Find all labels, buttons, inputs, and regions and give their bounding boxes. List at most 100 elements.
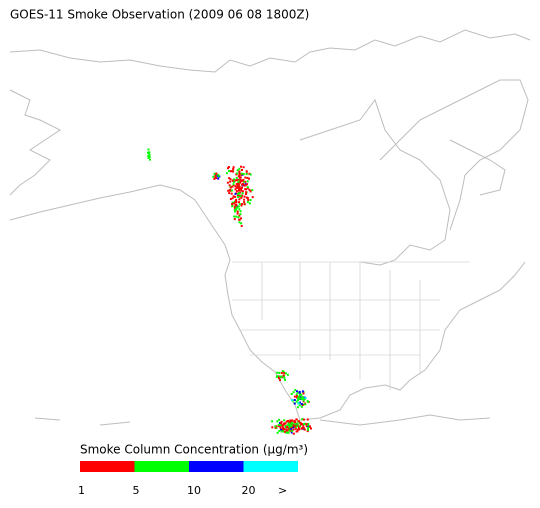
smoke-pixel (293, 402, 296, 405)
smoke-pixel (237, 181, 240, 184)
smoke-pixel (292, 426, 294, 429)
smoke-pixel (148, 153, 151, 156)
smoke-pixel (238, 170, 241, 173)
smoke-pixel (295, 396, 298, 399)
smoke-pixel (276, 420, 279, 423)
smoke-pixel (237, 178, 240, 181)
smoke-pixel (237, 196, 240, 198)
smoke-pixel (306, 427, 309, 430)
smoke-pixel (293, 419, 296, 422)
smoke-pixel (242, 182, 245, 185)
smoke-pixel (298, 420, 300, 423)
smoke-pixel (292, 391, 295, 394)
smoke-pixel (246, 180, 249, 183)
smoke-pixel (244, 176, 247, 179)
smoke-pixel (274, 425, 277, 428)
smoke-pixel (241, 169, 243, 171)
smoke-pixel (300, 403, 303, 405)
smoke-pixel (229, 198, 232, 200)
smoke-pixel (284, 424, 287, 427)
smoke-pixel (147, 154, 150, 157)
colorbar-label: 20 (242, 484, 256, 497)
smoke-pixel (246, 201, 249, 204)
smoke-pixel (279, 379, 281, 382)
smoke-pixel (240, 204, 243, 207)
smoke-pixel (231, 197, 234, 200)
smoke-pixel (301, 423, 303, 426)
smoke-pixel (236, 169, 239, 172)
smoke-pixel (282, 429, 284, 432)
smoke-pixel (295, 393, 298, 396)
smoke-pixel (288, 426, 291, 429)
smoke-pixel (232, 180, 235, 183)
smoke-pixel (231, 185, 234, 188)
smoke-pixel (245, 196, 248, 199)
smoke-pixel (234, 201, 237, 204)
smoke-pixel (244, 184, 247, 187)
smoke-pixel (248, 177, 250, 180)
smoke-pixel (227, 189, 230, 192)
smoke-pixel (230, 192, 233, 195)
smoke-pixel (238, 198, 241, 201)
smoke-pixel (307, 422, 310, 425)
smoke-pixel (251, 196, 254, 199)
colorbar-segment (134, 461, 189, 472)
coastline (9, 184, 231, 261)
smoke-pixel (290, 422, 293, 425)
smoke-pixel (299, 396, 302, 399)
smoke-pixel (304, 403, 307, 406)
smoke-pixel (275, 425, 278, 428)
smoke-pixel (217, 173, 220, 176)
coastline (299, 98, 451, 266)
smoke-pixel (238, 176, 241, 179)
coastline (9, 89, 61, 196)
smoke-pixel (278, 425, 280, 428)
smoke-pixel (246, 187, 249, 190)
smoke-pixel (280, 428, 283, 431)
smoke-pixel (298, 404, 301, 407)
smoke-pixel (235, 215, 238, 218)
smoke-pixel (233, 215, 236, 218)
smoke-pixel (302, 399, 305, 402)
smoke-pixel (245, 191, 248, 194)
smoke-pixel (302, 427, 305, 430)
smoke-pixel (276, 375, 279, 378)
smoke-pixel (241, 186, 243, 189)
smoke-pixel (238, 189, 240, 192)
smoke-pixel (299, 425, 301, 428)
smoke-pixel (281, 424, 283, 427)
smoke-pixel (240, 222, 243, 225)
smoke-pixel (276, 371, 279, 374)
smoke-pixel (278, 375, 281, 378)
smoke-pixel (240, 183, 243, 186)
smoke-pixel (236, 172, 239, 175)
smoke-pixel (294, 427, 297, 430)
smoke-pixel (290, 393, 293, 395)
smoke-pixel (234, 188, 237, 191)
smoke-pixel (238, 203, 241, 206)
smoke-pixel (240, 217, 242, 220)
smoke-pixel (286, 373, 289, 376)
state-borders (232, 261, 470, 390)
coastline (34, 417, 131, 426)
smoke-pixel (278, 418, 281, 421)
smoke-pixel (237, 193, 240, 195)
smoke-pixel (295, 430, 298, 433)
smoke-pixel (238, 179, 241, 182)
smoke-pixel (212, 175, 215, 178)
smoke-pixel (213, 177, 216, 180)
smoke-pixel (243, 203, 246, 206)
smoke-pixel (300, 397, 303, 400)
smoke-pixel (283, 422, 285, 425)
smoke-pixel (239, 210, 242, 213)
smoke-pixel (239, 181, 242, 184)
smoke-pixel (237, 184, 240, 187)
coastline (9, 29, 531, 73)
smoke-pixel (301, 396, 304, 398)
smoke-pixel (245, 193, 247, 195)
smoke-pixel (279, 427, 282, 429)
smoke-pixel (280, 375, 283, 378)
smoke-pixel (299, 423, 302, 426)
smoke-pixel (302, 424, 305, 427)
smoke-pixel (291, 430, 294, 433)
